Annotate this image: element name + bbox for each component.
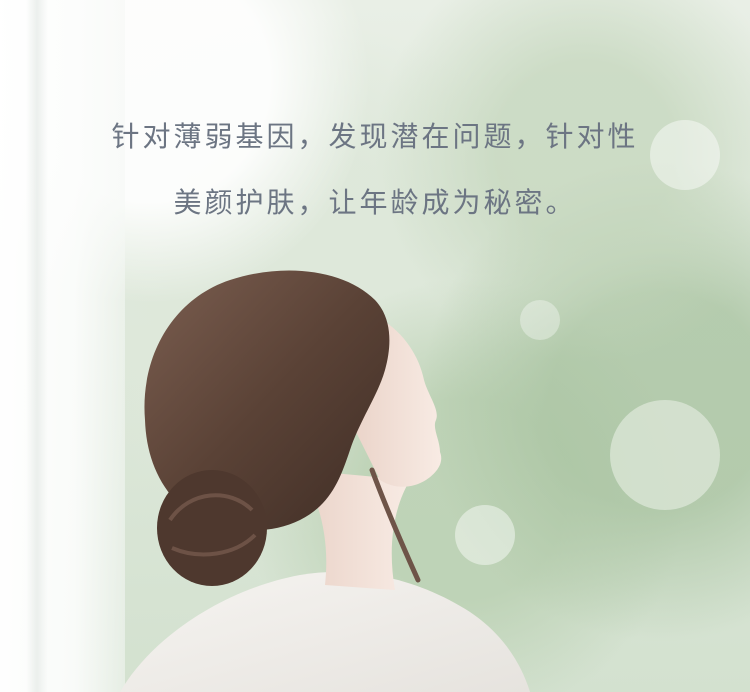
headline: 针对薄弱基因，发现潜在问题，针对性 美颜护肤，让年龄成为秘密。 — [0, 104, 750, 236]
bokeh-light — [455, 505, 515, 565]
hair — [144, 270, 390, 531]
curtain — [0, 0, 125, 692]
hair-strand — [369, 467, 421, 583]
bokeh-light — [520, 300, 560, 340]
headline-line-2: 美颜护肤，让年龄成为秘密。 — [173, 186, 577, 219]
headline-line-1: 针对薄弱基因，发现潜在问题，针对性 — [111, 120, 639, 153]
sweater — [120, 571, 530, 692]
bokeh-light — [610, 400, 720, 510]
hair-bun — [157, 470, 267, 586]
bokeh-light — [650, 120, 720, 190]
